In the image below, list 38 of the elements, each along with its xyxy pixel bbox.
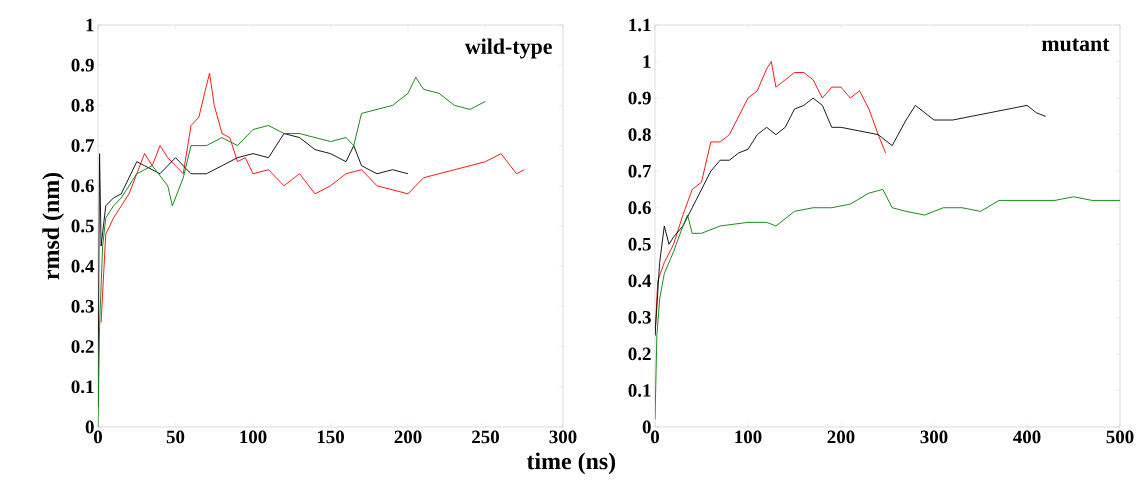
y-tick-label: 0.6 xyxy=(628,201,651,215)
y-tick-label: 0.8 xyxy=(628,128,651,142)
x-tick-label: 50 xyxy=(166,430,185,444)
y-axis-title: rmsd (nm) xyxy=(42,172,64,280)
annotation: wild-type xyxy=(464,38,552,59)
y-tick-label: 0.8 xyxy=(71,98,94,112)
y-tick-label: 0.5 xyxy=(71,219,94,233)
y-tick-label: 0.2 xyxy=(628,347,651,361)
x-tick-label: 200 xyxy=(394,430,422,444)
annotation: mutant xyxy=(1041,38,1110,52)
y-tick-label: 0.4 xyxy=(71,259,95,273)
y-tick-label: 0.2 xyxy=(71,340,94,354)
y-tick-label: 0.3 xyxy=(628,310,651,324)
x-axis-title: time (ns) xyxy=(526,452,616,475)
x-tick-label: 100 xyxy=(240,430,267,444)
y-tick-label: 0.9 xyxy=(628,91,651,105)
y-tick-label: 0.1 xyxy=(71,380,94,394)
x-tick-label: 500 xyxy=(1106,430,1134,444)
y-tick-label: 0.6 xyxy=(71,179,94,193)
x-tick-label: 300 xyxy=(920,430,948,444)
y-tick-label: 0 xyxy=(642,420,651,434)
y-tick-label: 0.4 xyxy=(628,274,652,288)
y-tick-label: 0 xyxy=(85,420,94,434)
x-tick-label: 150 xyxy=(317,430,344,444)
x-tick-label: 250 xyxy=(472,430,499,444)
y-tick-label: 0.9 xyxy=(71,58,94,72)
y-tick-label: 0.3 xyxy=(71,299,94,313)
y-tick-label: 1.1 xyxy=(629,18,651,32)
y-tick-label: 0.5 xyxy=(628,237,651,251)
y-tick-label: 1 xyxy=(86,18,94,32)
x-tick-label: 100 xyxy=(735,430,762,444)
y-tick-label: 0.7 xyxy=(628,164,652,178)
y-tick-label: 0.1 xyxy=(628,384,651,397)
x-tick-label: 300 xyxy=(549,430,577,444)
y-tick-label: 1 xyxy=(643,55,651,68)
x-tick-label: 200 xyxy=(827,430,855,444)
x-tick-label: 400 xyxy=(1013,430,1041,444)
y-tick-label: 0.7 xyxy=(71,139,95,153)
